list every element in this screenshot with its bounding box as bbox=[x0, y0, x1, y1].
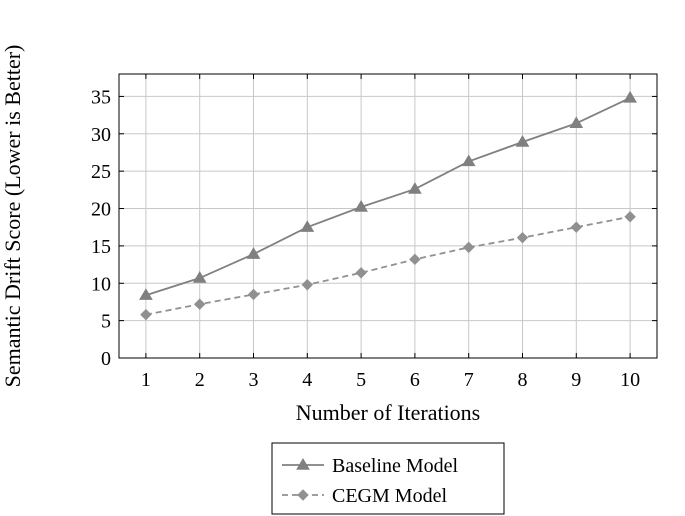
x-tick-label: 3 bbox=[249, 369, 259, 391]
data-point bbox=[246, 247, 261, 259]
y-tick-label: 10 bbox=[91, 273, 111, 295]
series-group bbox=[139, 90, 637, 321]
data-point bbox=[247, 288, 260, 301]
data-point bbox=[461, 154, 476, 167]
y-tick-label: 5 bbox=[101, 311, 111, 333]
x-axis-ticks: 1 2 3 4 5 6 7 8 9 10 bbox=[141, 74, 640, 391]
data-point bbox=[515, 135, 530, 147]
data-point bbox=[570, 221, 583, 233]
data-point bbox=[409, 253, 421, 266]
x-axis-label: Number of Iterations bbox=[296, 400, 481, 425]
data-point bbox=[300, 220, 315, 232]
x-tick-label: 5 bbox=[356, 369, 366, 391]
x-tick-label: 9 bbox=[571, 369, 581, 391]
data-point bbox=[462, 241, 475, 254]
y-axis-label: Semantic Drift Score (Lower is Better) bbox=[0, 45, 25, 388]
y-axis-ticks: 0 5 10 15 20 25 30 35 bbox=[91, 86, 657, 370]
data-point bbox=[140, 308, 152, 321]
data-point bbox=[569, 116, 584, 129]
data-point bbox=[192, 271, 207, 283]
series-1 bbox=[139, 90, 637, 300]
data-point bbox=[354, 200, 368, 212]
legend-marker bbox=[297, 489, 309, 501]
series-line bbox=[145, 97, 631, 297]
legend: Baseline Model CEGM Model bbox=[271, 442, 505, 515]
x-tick-label: 10 bbox=[620, 369, 640, 391]
series-line bbox=[145, 215, 631, 316]
y-tick-label: 30 bbox=[91, 124, 111, 146]
data-point bbox=[193, 298, 206, 310]
y-tick-label: 35 bbox=[91, 86, 111, 108]
legend-label: Baseline Model bbox=[332, 455, 459, 477]
y-tick-label: 15 bbox=[91, 236, 111, 258]
legend-marker bbox=[296, 458, 310, 470]
x-tick-label: 2 bbox=[195, 369, 205, 391]
y-tick-label: 20 bbox=[91, 199, 111, 221]
legend-item: CEGM Model bbox=[282, 485, 447, 507]
data-point bbox=[301, 279, 314, 291]
x-tick-label: 4 bbox=[302, 369, 312, 391]
y-tick-label: 25 bbox=[91, 161, 111, 183]
y-tick-label: 0 bbox=[101, 348, 111, 370]
x-tick-label: 6 bbox=[410, 369, 420, 391]
data-point bbox=[355, 267, 367, 279]
data-point bbox=[623, 90, 637, 103]
plot-frame bbox=[118, 73, 658, 359]
legend-item: Baseline Model bbox=[282, 455, 459, 477]
legend-box bbox=[271, 442, 505, 515]
series-2 bbox=[140, 211, 636, 321]
x-tick-label: 7 bbox=[464, 369, 474, 391]
data-point bbox=[408, 182, 422, 194]
data-point bbox=[516, 231, 529, 244]
x-tick-label: 1 bbox=[141, 369, 151, 391]
x-tick-label: 8 bbox=[518, 369, 528, 391]
data-point bbox=[624, 211, 636, 223]
data-point bbox=[139, 288, 153, 300]
legend-label: CEGM Model bbox=[332, 485, 447, 507]
